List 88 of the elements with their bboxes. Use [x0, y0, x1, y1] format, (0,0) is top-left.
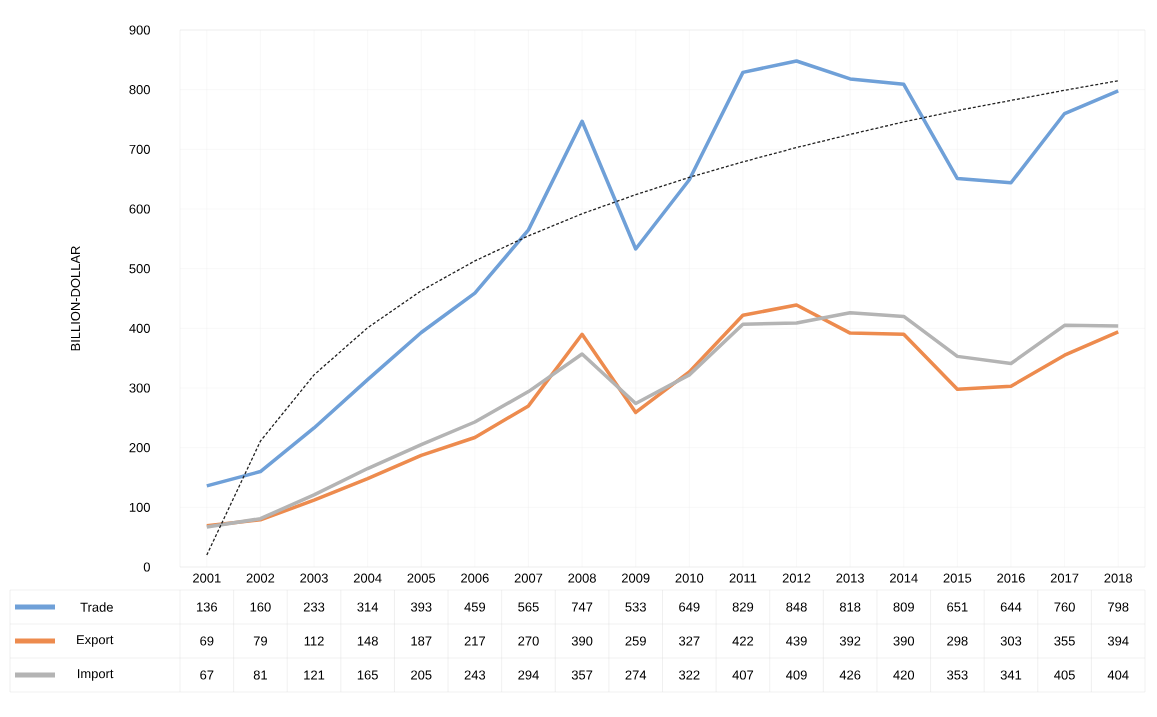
x-tick-label: 2008 — [568, 573, 596, 583]
x-tick-label: 2013 — [836, 573, 864, 583]
data-label: 390 — [571, 636, 593, 646]
legend-label: Export — [77, 635, 114, 647]
data-label: 565 — [518, 602, 539, 612]
data-label: 187 — [411, 636, 432, 646]
data-label: 353 — [947, 670, 968, 680]
data-label: 426 — [839, 670, 861, 680]
data-label: 651 — [947, 602, 968, 612]
x-tick-label: 2003 — [300, 573, 328, 583]
y-tick-label: 700 — [129, 144, 150, 154]
data-label: 165 — [357, 670, 378, 680]
data-label: 798 — [1108, 602, 1129, 612]
x-tick-label: 2005 — [407, 573, 436, 583]
data-label: 67 — [200, 670, 214, 680]
data-label: 121 — [304, 670, 325, 680]
data-label: 136 — [196, 602, 218, 612]
y-tick-label: 300 — [129, 383, 150, 393]
data-label: 294 — [518, 670, 539, 680]
line-series — [205, 59, 1120, 488]
y-tick-label: 100 — [129, 502, 150, 512]
data-label: 243 — [464, 670, 486, 680]
x-tick-label: 2001 — [193, 573, 221, 583]
data-label: 205 — [411, 670, 432, 680]
x-tick-label: 2018 — [1104, 573, 1133, 583]
x-tick-label: 2016 — [997, 573, 1025, 583]
data-label: 420 — [893, 670, 915, 680]
legend-label: Trade — [80, 602, 113, 612]
data-label: 233 — [303, 602, 325, 612]
data-label: 217 — [464, 636, 486, 646]
data-label: 459 — [464, 602, 486, 612]
y-tick-label: 400 — [129, 323, 150, 333]
data-label: 81 — [253, 670, 267, 680]
data-label: 112 — [304, 636, 324, 646]
data-label: 274 — [625, 670, 647, 680]
data-label: 747 — [571, 602, 593, 612]
data-label: 649 — [679, 602, 700, 612]
data-label: 390 — [893, 636, 915, 646]
data-label: 829 — [732, 602, 754, 612]
data-label: 422 — [732, 636, 754, 646]
data-label: 533 — [625, 602, 646, 612]
data-label: 148 — [357, 636, 378, 646]
y-tick-label: 0 — [143, 562, 150, 572]
y-tick-label: 600 — [129, 204, 150, 214]
x-tick-label: 2014 — [890, 573, 918, 583]
data-label: 327 — [679, 636, 700, 646]
data-label: 407 — [732, 670, 754, 680]
data-label: 394 — [1107, 636, 1129, 646]
y-tick-label: 200 — [129, 443, 150, 453]
data-label: 314 — [357, 602, 379, 612]
data-label: 79 — [253, 636, 268, 646]
x-tick-label: 2006 — [461, 573, 489, 583]
x-tick-label: 2017 — [1050, 573, 1079, 583]
data-label: 409 — [786, 670, 807, 680]
x-tick-label: 2012 — [782, 573, 811, 583]
data-label: 270 — [518, 636, 539, 646]
y-tick-label: 800 — [129, 85, 150, 95]
x-tick-label: 2009 — [621, 573, 650, 583]
data-label: 809 — [893, 602, 914, 612]
data-label: 298 — [947, 636, 968, 646]
data-label: 355 — [1054, 636, 1075, 646]
data-label: 341 — [1000, 670, 1022, 680]
legend-label: Import — [77, 669, 114, 681]
data-label: 392 — [839, 636, 861, 646]
data-label: 303 — [1000, 636, 1022, 646]
data-label: 322 — [679, 670, 700, 680]
data-label: 818 — [839, 602, 861, 612]
line-series — [206, 80, 1119, 556]
data-label: 393 — [410, 602, 432, 612]
y-tick-label: 900 — [129, 25, 150, 35]
x-tick-label: 2011 — [729, 573, 757, 583]
x-tick-label: 2007 — [514, 573, 543, 583]
x-tick-label: 2002 — [246, 573, 275, 583]
data-label: 160 — [250, 602, 271, 612]
data-label: 439 — [786, 636, 807, 646]
data-label: 404 — [1107, 670, 1129, 680]
y-axis-title: BILLION-DOLLAR — [70, 246, 81, 351]
data-label: 259 — [625, 636, 646, 646]
x-tick-label: 2015 — [943, 573, 972, 583]
data-label: 405 — [1054, 670, 1075, 680]
data-label: 644 — [1000, 602, 1022, 612]
data-label: 357 — [571, 670, 593, 680]
y-tick-label: 500 — [129, 264, 150, 274]
data-label: 760 — [1054, 602, 1075, 612]
x-tick-label: 2010 — [675, 573, 704, 583]
x-tick-label: 2004 — [353, 573, 382, 583]
data-label: 69 — [200, 636, 214, 646]
data-label: 848 — [786, 602, 807, 612]
